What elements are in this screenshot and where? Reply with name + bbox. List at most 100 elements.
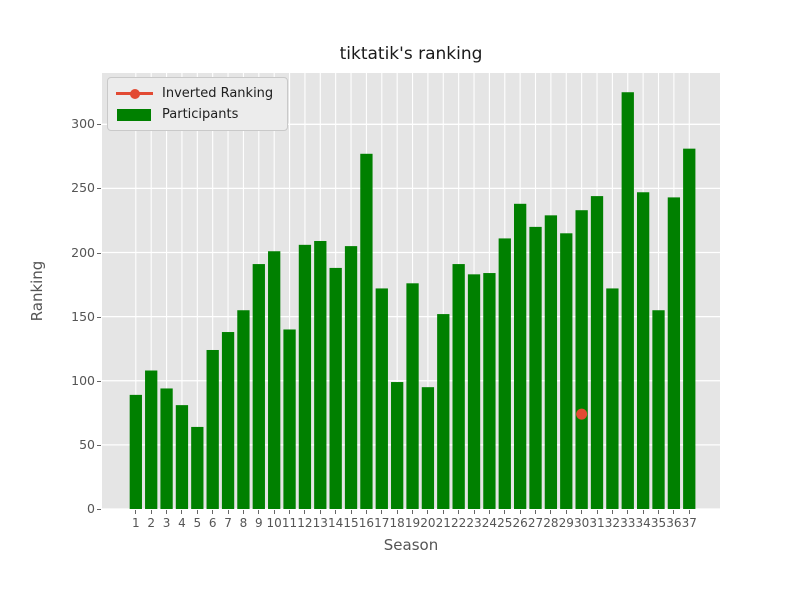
x-tick-mark xyxy=(581,510,583,514)
bar-season-1 xyxy=(129,394,142,509)
y-tick-label: 50 xyxy=(79,436,95,452)
inverted-ranking-point xyxy=(576,408,588,420)
y-tick-mark xyxy=(97,380,101,382)
x-tick-label: 3 xyxy=(162,516,171,530)
x-tick-mark xyxy=(150,510,152,514)
x-tick-mark xyxy=(673,510,675,514)
bar-season-2 xyxy=(145,370,158,509)
line-marker-icon xyxy=(116,87,153,101)
bar-season-7 xyxy=(221,332,235,509)
bar-season-16 xyxy=(360,153,373,509)
bar-season-10 xyxy=(268,251,281,509)
x-tick-mark xyxy=(519,510,521,514)
x-tick-label: 20 xyxy=(420,516,436,530)
bar-season-13 xyxy=(314,240,327,509)
x-tick-label: 6 xyxy=(208,516,217,530)
bar-season-31 xyxy=(590,196,604,509)
x-tick-mark xyxy=(504,510,506,514)
x-tick-label: 35 xyxy=(650,516,667,530)
bar-swatch-icon xyxy=(116,108,153,122)
y-tick-label: 100 xyxy=(71,372,95,388)
x-tick-mark xyxy=(135,510,137,514)
bar-season-11 xyxy=(283,329,296,509)
x-tick-mark xyxy=(642,510,644,514)
bar-season-15 xyxy=(344,246,358,509)
x-tick-label: 34 xyxy=(635,516,651,530)
x-axis-label: Season xyxy=(383,536,439,554)
x-tick-label: 12 xyxy=(297,516,313,530)
bar-season-23 xyxy=(467,274,481,509)
legend-swatch-icon xyxy=(117,108,151,121)
x-tick-mark xyxy=(350,510,352,514)
bar-season-22 xyxy=(452,264,465,509)
x-tick-mark xyxy=(166,510,168,514)
bar-season-19 xyxy=(406,283,419,509)
x-tick-mark xyxy=(688,510,690,514)
y-tick-mark xyxy=(97,444,101,446)
x-tick-mark xyxy=(565,510,567,514)
x-tick-mark xyxy=(611,510,613,514)
chart-title: tiktatik's ranking xyxy=(339,44,483,64)
bar-season-18 xyxy=(391,382,404,509)
bar-season-28 xyxy=(544,215,558,509)
legend-item-participants: Participants xyxy=(116,107,273,122)
bar-season-4 xyxy=(175,405,189,509)
y-axis-label: Ranking xyxy=(28,260,46,322)
plot-area: Inverted Ranking Participants xyxy=(102,73,720,509)
bar-season-6 xyxy=(206,349,219,509)
x-tick-mark xyxy=(488,510,490,514)
x-tick-label: 11 xyxy=(281,516,298,530)
x-tick-label: 15 xyxy=(343,516,359,530)
x-tick-mark xyxy=(196,510,198,514)
x-tick-label: 14 xyxy=(328,516,344,530)
x-tick-mark xyxy=(381,510,383,514)
bar-season-5 xyxy=(191,426,204,509)
bar-season-37 xyxy=(683,148,696,509)
y-tick-label: 200 xyxy=(71,244,95,260)
x-tick-mark xyxy=(365,510,367,514)
y-tick-label: 150 xyxy=(71,308,95,324)
x-tick-label: 8 xyxy=(239,516,248,530)
bar-season-34 xyxy=(636,192,650,509)
x-tick-mark xyxy=(304,510,306,514)
bar-season-30 xyxy=(575,210,588,509)
x-tick-mark xyxy=(289,510,291,514)
legend-item-inverted-ranking: Inverted Ranking xyxy=(116,86,273,101)
x-tick-label: 21 xyxy=(435,516,451,530)
x-tick-mark xyxy=(396,510,398,514)
legend-label-participants: Participants xyxy=(162,107,239,122)
bar-season-35 xyxy=(652,310,665,509)
y-tick-mark xyxy=(97,316,101,318)
x-tick-mark xyxy=(458,510,460,514)
bar-season-29 xyxy=(560,233,573,509)
x-tick-label: 25 xyxy=(497,516,513,530)
x-tick-mark xyxy=(227,510,229,514)
y-tick-mark xyxy=(97,252,101,254)
x-tick-label: 29 xyxy=(558,516,574,530)
y-tick-label: 250 xyxy=(71,180,95,196)
x-tick-mark xyxy=(550,510,552,514)
y-tick-mark xyxy=(97,188,101,190)
x-tick-mark xyxy=(473,510,475,514)
bar-season-8 xyxy=(237,310,250,509)
bar-season-32 xyxy=(606,288,619,509)
x-tick-mark xyxy=(596,510,598,514)
bar-season-33 xyxy=(621,92,634,509)
x-tick-label: 7 xyxy=(224,516,232,530)
x-tick-label: 10 xyxy=(266,516,282,530)
legend-label-inverted-ranking: Inverted Ranking xyxy=(162,86,274,101)
x-tick-label: 30 xyxy=(574,516,590,530)
x-tick-mark xyxy=(627,510,629,514)
x-tick-mark xyxy=(319,510,321,514)
x-tick-label: 22 xyxy=(451,516,467,530)
x-tick-label: 19 xyxy=(404,516,421,530)
x-tick-label: 36 xyxy=(666,516,682,530)
x-tick-mark xyxy=(212,510,214,514)
x-tick-mark xyxy=(258,510,260,514)
x-tick-label: 31 xyxy=(589,516,605,530)
legend: Inverted Ranking Participants xyxy=(107,77,289,131)
x-tick-mark xyxy=(181,510,183,514)
x-tick-label: 18 xyxy=(389,516,405,530)
y-tick-mark xyxy=(97,509,101,510)
